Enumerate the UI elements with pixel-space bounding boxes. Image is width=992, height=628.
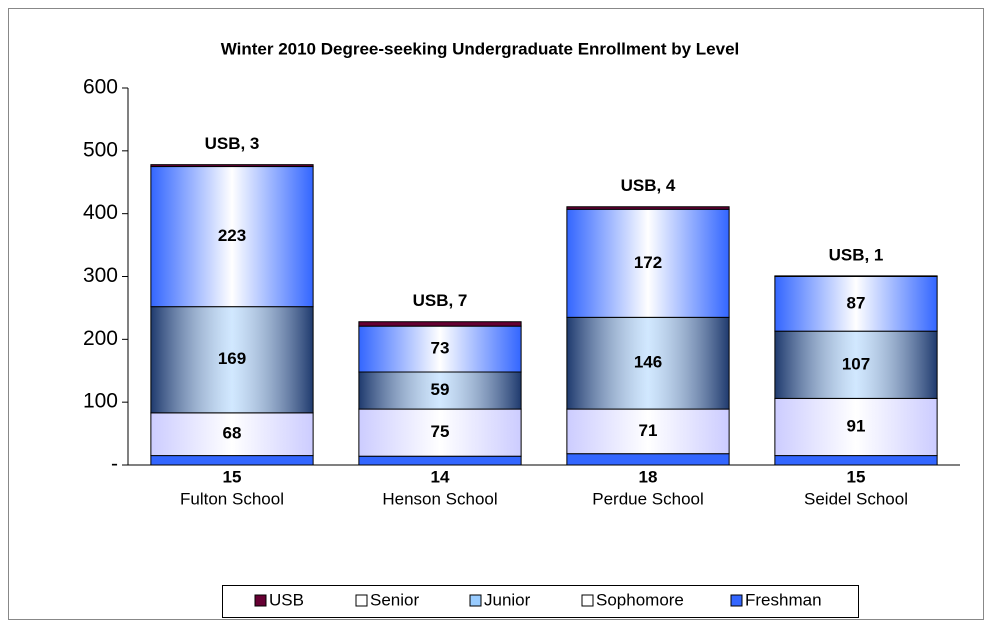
data-label: USB, 7 bbox=[413, 291, 468, 310]
bar-segment bbox=[774, 276, 938, 332]
data-label: 14 bbox=[431, 467, 450, 486]
legend-box bbox=[222, 585, 859, 618]
bar-segment bbox=[774, 455, 938, 466]
y-tick-label: 500 bbox=[83, 138, 118, 161]
y-tick-label: 200 bbox=[83, 327, 118, 350]
bar-segment bbox=[150, 412, 314, 457]
y-tick-label: 600 bbox=[83, 76, 118, 99]
bar-segment bbox=[358, 325, 522, 373]
data-label: 73 bbox=[431, 339, 450, 358]
x-tick-label: Fulton School bbox=[180, 489, 284, 508]
bar-segment bbox=[150, 455, 314, 466]
legend-label: Junior bbox=[484, 590, 531, 609]
y-tick-label: 400 bbox=[83, 201, 118, 224]
data-label: 18 bbox=[639, 467, 658, 486]
legend-swatch bbox=[581, 594, 594, 607]
data-label: USB, 4 bbox=[621, 176, 676, 195]
legend-label: USB bbox=[269, 590, 304, 609]
bar-segment bbox=[566, 316, 730, 410]
legend-swatch bbox=[355, 594, 368, 607]
bar-segment bbox=[774, 275, 938, 278]
y-tick-label: - bbox=[111, 453, 118, 476]
data-label: 172 bbox=[634, 253, 662, 272]
data-label: 71 bbox=[639, 421, 658, 440]
bar-segment bbox=[358, 408, 522, 457]
chart-title: Winter 2010 Degree-seeking Undergraduate… bbox=[221, 39, 740, 58]
data-label: 87 bbox=[847, 293, 866, 312]
data-label: 169 bbox=[218, 349, 246, 368]
bar-segment bbox=[566, 408, 730, 455]
legend-label: Senior bbox=[370, 590, 419, 609]
data-label: 75 bbox=[431, 422, 450, 441]
data-label: 91 bbox=[847, 416, 866, 435]
data-label: 107 bbox=[842, 354, 870, 373]
data-label: 223 bbox=[218, 226, 246, 245]
x-tick-label: Henson School bbox=[382, 489, 497, 508]
data-label: 146 bbox=[634, 353, 662, 372]
bar-segment bbox=[566, 206, 730, 210]
bar-segment bbox=[566, 453, 730, 466]
legend-swatch bbox=[254, 594, 267, 607]
legend-label: Freshman bbox=[745, 590, 822, 609]
bar-segment bbox=[358, 321, 522, 327]
x-tick-label: Seidel School bbox=[804, 489, 908, 508]
legend-swatch bbox=[469, 594, 482, 607]
x-tick-label: Perdue School bbox=[592, 489, 704, 508]
bar-segment bbox=[150, 166, 314, 308]
y-tick-label: 300 bbox=[83, 264, 118, 287]
data-label: 59 bbox=[431, 380, 450, 399]
bar-segment bbox=[566, 208, 730, 318]
bar-segment bbox=[358, 455, 522, 466]
data-label: USB, 1 bbox=[829, 245, 884, 264]
bar-segment bbox=[150, 164, 314, 168]
legend-label: Sophomore bbox=[596, 590, 684, 609]
bar-segment bbox=[774, 397, 938, 457]
data-label: 15 bbox=[223, 467, 242, 486]
y-tick-label: 100 bbox=[83, 390, 118, 413]
legend-swatch bbox=[730, 594, 743, 607]
data-label: 68 bbox=[223, 424, 242, 443]
data-label: USB, 3 bbox=[205, 134, 260, 153]
data-label: 15 bbox=[847, 467, 866, 486]
